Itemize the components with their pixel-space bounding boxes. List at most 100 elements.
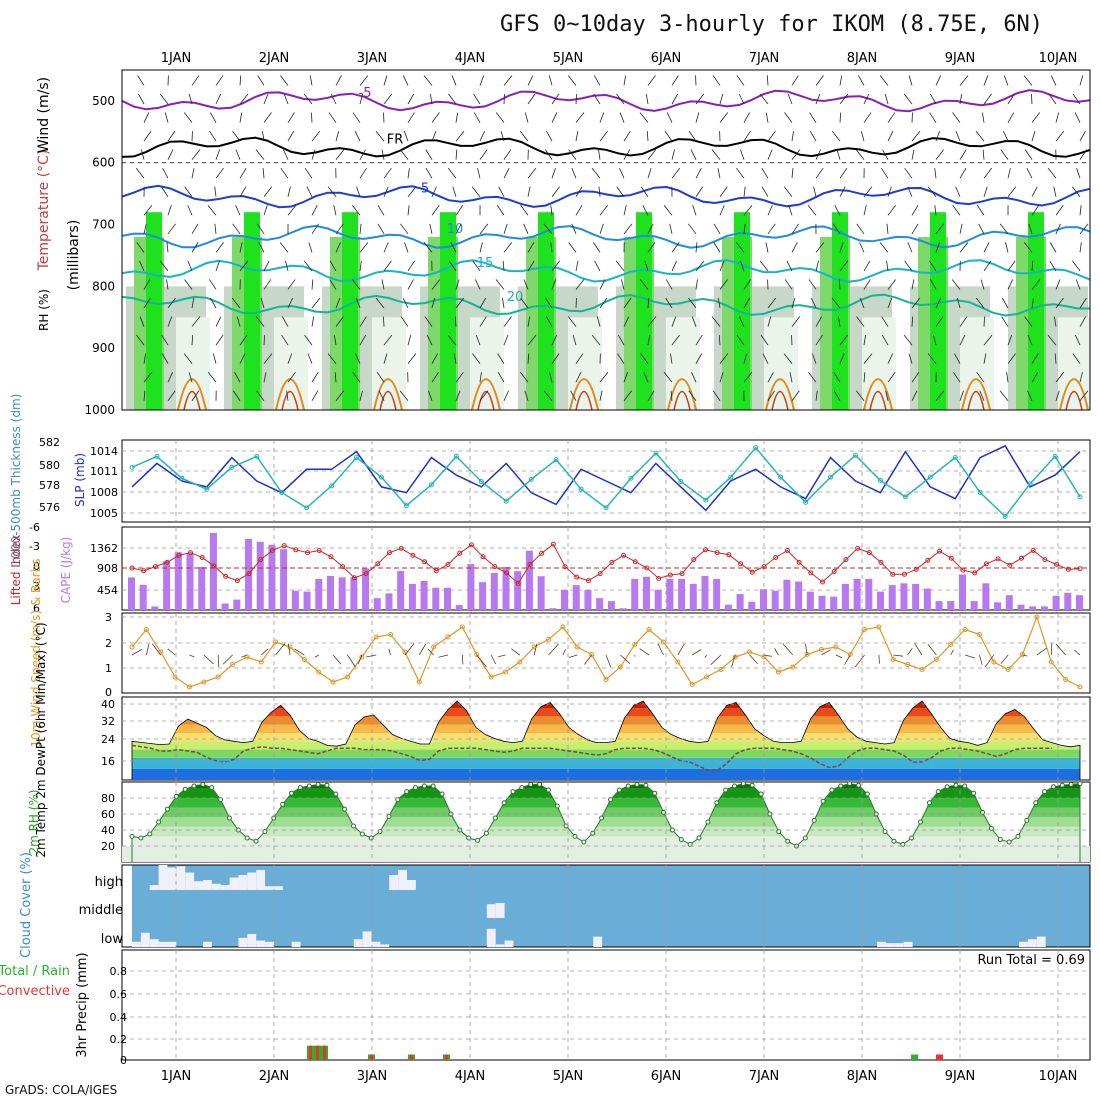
wind-barb xyxy=(479,316,487,327)
wind-barb xyxy=(713,242,721,253)
rh-marker xyxy=(253,838,259,844)
wind-barb xyxy=(191,297,195,309)
wind-speed-marker xyxy=(1048,659,1054,665)
rh-band xyxy=(122,846,1090,862)
wind-barb xyxy=(1031,130,1036,142)
cape-bar xyxy=(877,591,885,610)
precip-total-bar xyxy=(936,1054,943,1060)
li-marker xyxy=(199,555,205,560)
wind-barb xyxy=(327,353,337,364)
wind-barb xyxy=(855,390,865,401)
cloud-low-bar xyxy=(362,931,372,947)
wind-barb xyxy=(935,390,945,401)
isotherm-label: 20 xyxy=(507,290,524,305)
wind-barb xyxy=(261,648,269,656)
wind-barb xyxy=(691,649,702,656)
wind-barb xyxy=(887,205,896,216)
wind-barb xyxy=(791,390,800,401)
precip-tick-0.2: 0.2 xyxy=(110,1033,128,1046)
li-marker xyxy=(890,571,896,577)
wind-barb xyxy=(1050,75,1057,86)
wind-barb xyxy=(695,279,698,290)
rh-marker xyxy=(288,790,294,796)
wind-barb xyxy=(983,353,987,364)
wind-barb xyxy=(815,167,824,179)
wind-barb xyxy=(791,149,801,160)
wind-barb xyxy=(352,279,361,290)
wind-barb xyxy=(599,279,606,290)
precip-convective-bar xyxy=(309,1045,312,1060)
wind-barb xyxy=(955,130,961,142)
wind-barb xyxy=(1079,242,1082,253)
wind-barb xyxy=(885,390,889,401)
wind-barb xyxy=(815,93,821,105)
wind-speed-marker xyxy=(416,679,422,685)
wind-barb xyxy=(1031,112,1041,123)
li-marker xyxy=(433,568,439,574)
wind-barb xyxy=(903,93,913,105)
wind-barb xyxy=(145,643,150,656)
wind-barb xyxy=(329,279,337,290)
wind-barb xyxy=(815,149,821,160)
cape-bar xyxy=(174,552,182,610)
wind-barb xyxy=(950,649,954,656)
cloud-low-bar xyxy=(291,941,301,947)
panel-frame xyxy=(121,69,1091,411)
x-tick-bottom-10JAN: 10JAN xyxy=(1039,1069,1078,1084)
wind-barb xyxy=(429,93,433,105)
wind-barb xyxy=(959,390,964,401)
wind-barb xyxy=(999,390,1009,401)
li-marker xyxy=(983,561,989,567)
y-tick-pressure-800: 800 xyxy=(92,279,115,293)
wind-barb xyxy=(549,372,553,383)
wind-barb xyxy=(159,260,169,272)
wind-barb xyxy=(767,371,774,383)
wind-barb xyxy=(575,131,579,142)
cape-bar xyxy=(1017,604,1025,610)
wind-barb xyxy=(927,353,937,364)
wind-barb xyxy=(815,75,824,86)
wind-speed-marker xyxy=(1034,614,1040,620)
rh-marker xyxy=(696,835,702,841)
cape-bar xyxy=(654,589,662,610)
wind-barb xyxy=(935,149,944,160)
wind-barb xyxy=(1001,297,1009,309)
wind-barb xyxy=(738,316,745,327)
wind-barb xyxy=(839,242,844,253)
rh-marker xyxy=(519,785,525,791)
wind-barb xyxy=(887,279,896,290)
wind-barb xyxy=(383,93,393,105)
wind-barb xyxy=(327,186,337,197)
ylabel-slp: SLP (mb) xyxy=(73,453,87,507)
wind-barb xyxy=(740,260,745,272)
wind-barb xyxy=(183,112,193,123)
rh-marker xyxy=(404,789,410,795)
cape-bar xyxy=(994,602,1002,610)
wind-barb xyxy=(431,112,440,123)
thickness-tick-578: 578 xyxy=(39,479,60,492)
rh-marker xyxy=(944,784,950,790)
wind-speed-marker xyxy=(890,657,896,662)
wind-barb xyxy=(503,93,505,105)
wind-barb xyxy=(524,390,529,401)
wind-speed-marker xyxy=(948,642,954,647)
wind-barb xyxy=(523,279,529,290)
wind-barb xyxy=(447,167,457,179)
wind-barb xyxy=(1028,223,1033,234)
wind-barb xyxy=(357,654,363,665)
wind-barb xyxy=(1075,279,1081,290)
wind10m-panel xyxy=(121,612,1091,694)
wind-speed-marker xyxy=(704,674,710,680)
rh-band xyxy=(132,826,1080,837)
wind-barb xyxy=(644,260,649,272)
wind-barb xyxy=(620,654,631,665)
temp2m-panel xyxy=(121,696,1091,781)
wind-barb xyxy=(455,390,461,401)
wind-barb xyxy=(222,654,233,665)
rh-marker xyxy=(430,783,436,789)
wind-barb xyxy=(455,297,465,309)
wind-barb xyxy=(314,654,319,658)
x-tick-top-9JAN: 9JAN xyxy=(945,51,976,66)
wind-speed-marker xyxy=(847,652,853,657)
wind-barb xyxy=(598,186,601,197)
